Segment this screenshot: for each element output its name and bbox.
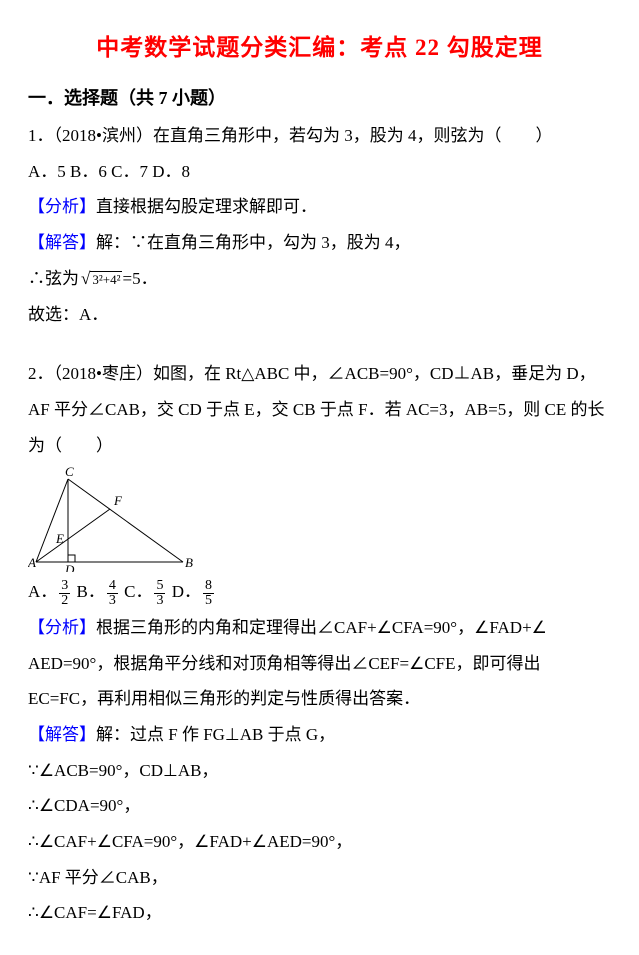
section-heading: 一．选择题（共 7 小题） bbox=[28, 80, 611, 118]
q2-stem-line1: 2．（2018•枣庄）如图，在 Rt△ABC 中，∠ACB=90°，CD⊥AB，… bbox=[28, 356, 611, 392]
suffix: =5． bbox=[122, 269, 157, 288]
opt-b-pre: B． bbox=[72, 582, 105, 601]
answer-text: 解：∵在直角三角形中，勾为 3，股为 4， bbox=[96, 233, 411, 252]
frac-a: 32 bbox=[59, 579, 70, 608]
q2-answer-l1: 【解答】解：过点 F 作 FG⊥AB 于点 G， bbox=[28, 717, 611, 753]
svg-text:C: C bbox=[65, 467, 74, 479]
opt-d-pre: D． bbox=[167, 582, 201, 601]
frac-d: 85 bbox=[203, 579, 214, 608]
svg-text:A: A bbox=[28, 555, 36, 570]
radicand: 3²+4² bbox=[90, 271, 122, 287]
answer-label: 【解答】 bbox=[28, 725, 96, 744]
q1-answer-line2: ∴弦为 3²+4²=5． bbox=[28, 261, 611, 297]
frac-c: 53 bbox=[154, 579, 165, 608]
page-title: 中考数学试题分类汇编：考点 22 勾股定理 bbox=[28, 24, 611, 72]
q2-answer-l6: ∴∠CAF=∠FAD， bbox=[28, 895, 611, 931]
q2-analysis-l3: EC=FC，再利用相似三角形的判定与性质得出答案． bbox=[28, 681, 611, 717]
triangle-diagram: A B C D E F bbox=[28, 467, 193, 572]
q1-answer-line1: 【解答】解：∵在直角三角形中，勾为 3，股为 4， bbox=[28, 225, 611, 261]
q2-answer-l5: ∵AF 平分∠CAB， bbox=[28, 860, 611, 896]
svg-text:F: F bbox=[113, 493, 123, 508]
opt-c-pre: C． bbox=[120, 582, 153, 601]
q1-analysis: 【分析】直接根据勾股定理求解即可． bbox=[28, 189, 611, 225]
analysis-text: 直接根据勾股定理求解即可． bbox=[96, 197, 317, 216]
q2-stem-line3: 为（ ） bbox=[28, 428, 611, 464]
q1-conclusion: 故选：A． bbox=[28, 297, 611, 333]
q2-answer-l2: ∵∠ACB=90°，CD⊥AB， bbox=[28, 753, 611, 789]
prefix: ∴弦为 bbox=[28, 269, 79, 288]
q2-analysis-l1: 【分析】根据三角形的内角和定理得出∠CAF+∠CFA=90°，∠FAD+∠ bbox=[28, 610, 611, 646]
svg-text:E: E bbox=[55, 531, 64, 546]
frac-b: 43 bbox=[107, 579, 118, 608]
svg-text:B: B bbox=[185, 555, 193, 570]
analysis-label: 【分析】 bbox=[28, 197, 96, 216]
q1-stem: 1．（2018•滨州）在直角三角形中，若勾为 3，股为 4，则弦为（ ） bbox=[28, 118, 611, 154]
q1-options: A．5 B．6 C．7 D．8 bbox=[28, 154, 611, 190]
opt-a-pre: A． bbox=[28, 582, 57, 601]
q2-answer-l3: ∴∠CDA=90°， bbox=[28, 788, 611, 824]
q2-answer-l4: ∴∠CAF+∠CFA=90°，∠FAD+∠AED=90°， bbox=[28, 824, 611, 860]
q2-analysis-l2: AED=90°，根据角平分线和对顶角相等得出∠CEF=∠CFE，即可得出 bbox=[28, 646, 611, 682]
text: 根据三角形的内角和定理得出∠CAF+∠CFA=90°，∠FAD+∠ bbox=[96, 618, 547, 637]
answer-label: 【解答】 bbox=[28, 233, 96, 252]
text: 解：过点 F 作 FG⊥AB 于点 G， bbox=[96, 725, 335, 744]
analysis-label: 【分析】 bbox=[28, 618, 96, 637]
q2-stem-line2: AF 平分∠CAB，交 CD 于点 E，交 CB 于点 F．若 AC=3，AB=… bbox=[28, 392, 611, 428]
q2-options: A．32 B．43 C．53 D．85 bbox=[28, 574, 611, 610]
svg-text:D: D bbox=[64, 562, 75, 572]
sqrt-expr: 3²+4² bbox=[79, 261, 122, 297]
